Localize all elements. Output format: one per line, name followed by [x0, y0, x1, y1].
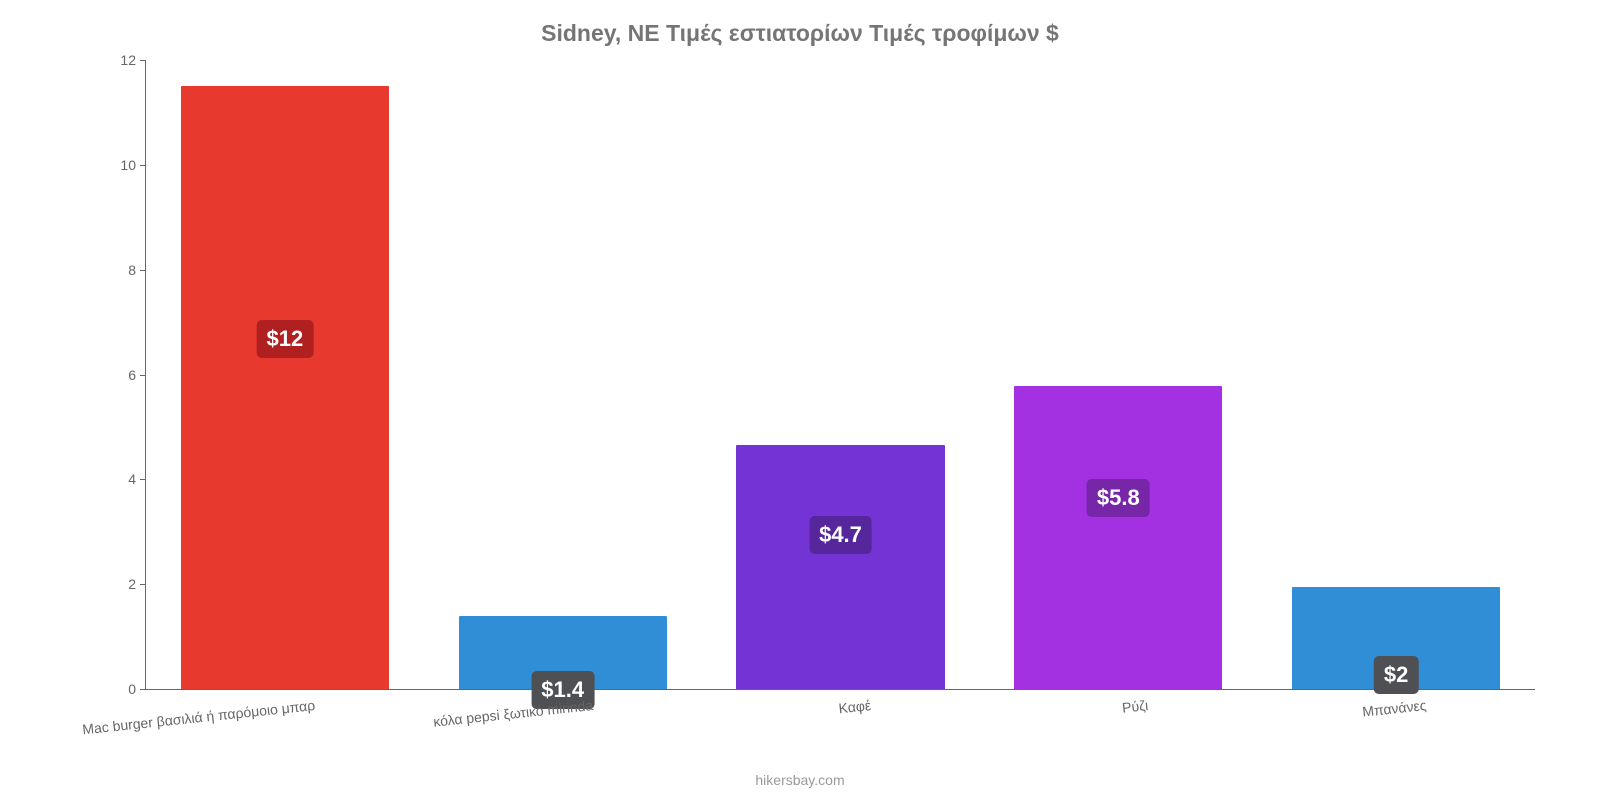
y-tick-label: 0 [106, 681, 136, 697]
x-tick-label: Μπανάνες [1362, 697, 1427, 720]
y-tick-label: 4 [106, 471, 136, 487]
x-tick-label: Καφέ [837, 697, 871, 716]
chart-footer: hikersbay.com [0, 772, 1600, 788]
y-tick-mark [140, 689, 146, 690]
y-tick-mark [140, 270, 146, 271]
chart-area: 024681012$12Mac burger βασιλιά ή παρόμοι… [115, 60, 1535, 710]
y-tick-mark [140, 479, 146, 480]
y-tick-mark [140, 165, 146, 166]
y-tick-label: 12 [106, 52, 136, 68]
y-tick-mark [140, 584, 146, 585]
bar-value-label: $12 [257, 320, 314, 358]
x-tick-label: Ρύζι [1122, 697, 1150, 716]
y-tick-label: 6 [106, 367, 136, 383]
bar [736, 445, 944, 689]
y-tick-label: 10 [106, 157, 136, 173]
y-tick-label: 2 [106, 576, 136, 592]
y-tick-mark [140, 60, 146, 61]
bar-value-label: $2 [1374, 656, 1418, 694]
chart-title: Sidney, NE Τιμές εστιατορίων Τιμές τροφί… [0, 0, 1600, 47]
bar [181, 86, 389, 689]
bar-value-label: $5.8 [1087, 479, 1150, 517]
bar-value-label: $4.7 [809, 516, 872, 554]
y-tick-label: 8 [106, 262, 136, 278]
x-tick-label: Mac burger βασιλιά ή παρόμοιο μπαρ [81, 697, 315, 737]
plot-area: 024681012$12Mac burger βασιλιά ή παρόμοι… [145, 60, 1535, 690]
x-tick-label: κόλα pepsi ξωτικό mirinda [432, 697, 594, 730]
y-tick-mark [140, 375, 146, 376]
bar [1014, 386, 1222, 689]
